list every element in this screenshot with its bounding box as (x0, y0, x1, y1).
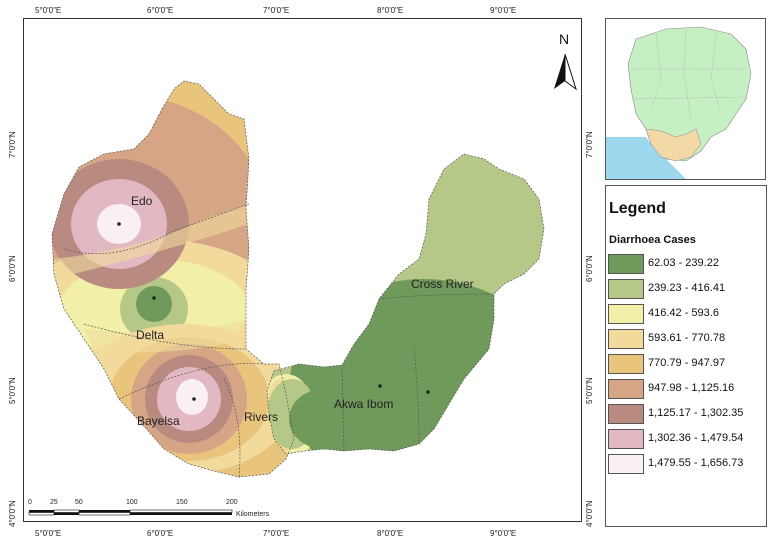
legend-item: 1,125.17 - 1,302.35 (608, 404, 766, 424)
legend-item: 1,479.55 - 1,656.73 (608, 454, 766, 474)
legend-label: 770.79 - 947.97 (648, 357, 726, 369)
top-tick: 5°0'0"E (35, 6, 62, 15)
scale-tick: 25 (50, 499, 58, 506)
legend-swatch (608, 404, 644, 424)
sample-point (192, 397, 196, 401)
scale-unit: Kilometers (236, 511, 270, 518)
north-letter: N (559, 31, 570, 47)
map-frame[interactable]: Edo Delta Bayelsa Rivers Akwa Ibom Cross… (23, 18, 582, 522)
legend-item: 239.23 - 416.41 (608, 279, 766, 299)
state-label-delta: Delta (136, 328, 165, 342)
legend-item: 770.79 - 947.97 (608, 354, 766, 374)
legend-label: 947.98 - 1,125.16 (648, 382, 735, 394)
legend-subtitle-unit: Cases (663, 234, 696, 246)
choropleth-map (51, 53, 577, 478)
state-boundaries (51, 80, 545, 478)
state-label-cross-river: Cross River (411, 277, 474, 291)
left-tick: 7°0'0"N (8, 131, 17, 158)
state-label-bayelsa: Bayelsa (137, 414, 180, 428)
legend-item: 593.61 - 770.78 (608, 329, 766, 349)
bottom-tick: 9°0'0"E (490, 529, 517, 538)
scale-tick: 200 (226, 499, 238, 506)
legend-label: 1,125.17 - 1,302.35 (648, 407, 744, 419)
legend-swatch (608, 379, 644, 399)
legend-label: 1,479.55 - 1,656.73 (648, 457, 744, 469)
bottom-tick: 5°0'0"E (35, 529, 62, 538)
left-tick: 5°0'0"N (8, 377, 17, 404)
bottom-tick: 7°0'0"E (263, 529, 290, 538)
legend-subtitle-main: Diarrhoea (609, 234, 661, 246)
north-arrow-icon (554, 53, 577, 91)
state-label-akwa-ibom: Akwa Ibom (334, 397, 394, 411)
legend-label: 1,302.36 - 1,479.54 (648, 432, 744, 444)
inset-locator-map (605, 18, 766, 180)
left-tick: 4°0'0"N (8, 500, 17, 527)
legend-label: 593.61 - 770.78 (648, 332, 726, 344)
top-tick: 6°0'0"E (147, 6, 174, 15)
right-tick: 4°0'0"N (585, 500, 594, 527)
legend-item: 947.98 - 1,125.16 (608, 379, 766, 399)
legend-swatch (608, 254, 644, 274)
right-tick: 6°0'0"N (585, 255, 594, 282)
state-label-rivers: Rivers (244, 410, 279, 424)
legend-item: 1,302.36 - 1,479.54 (608, 429, 766, 449)
top-tick: 9°0'0"E (490, 6, 517, 15)
state-label-edo: Edo (131, 194, 153, 208)
legend-swatch (608, 329, 644, 349)
legend-label: 416.42 - 593.6 (648, 307, 719, 319)
legend-title: Legend (609, 200, 666, 217)
legend-swatch (608, 454, 644, 474)
left-tick: 6°0'0"N (8, 255, 17, 282)
sample-point (378, 384, 382, 388)
legend-swatch (608, 429, 644, 449)
scale-tick: 50 (75, 499, 83, 506)
right-tick: 7°0'0"N (585, 131, 594, 158)
sample-point (426, 390, 430, 394)
top-tick: 8°0'0"E (377, 6, 404, 15)
legend-panel: Legend Diarrhoea Cases 62.03 - 239.22 239… (605, 185, 767, 527)
scale-tick: 100 (126, 499, 138, 506)
legend-item: 416.42 - 593.6 (608, 304, 766, 324)
legend-label: 62.03 - 239.22 (648, 257, 719, 269)
legend-subtitle: Diarrhoea Cases (609, 234, 696, 246)
legend-swatch (608, 279, 644, 299)
legend-swatch (608, 304, 644, 324)
sample-point (117, 222, 121, 226)
legend-label: 239.23 - 416.41 (648, 282, 726, 294)
scale-tick: 0 (28, 499, 32, 506)
sample-point (152, 296, 156, 300)
right-tick: 5°0'0"N (585, 377, 594, 404)
top-tick: 7°0'0"E (263, 6, 290, 15)
legend-swatch (608, 354, 644, 374)
scale-tick: 150 (176, 499, 188, 506)
eastern-idw-surface (267, 154, 544, 454)
bottom-tick: 6°0'0"E (147, 529, 174, 538)
sample-points (117, 222, 430, 401)
scale-bar: 0 25 50 100 150 200 Kilometers (28, 499, 278, 519)
bottom-tick: 8°0'0"E (377, 529, 404, 538)
legend-item: 62.03 - 239.22 (608, 254, 766, 274)
